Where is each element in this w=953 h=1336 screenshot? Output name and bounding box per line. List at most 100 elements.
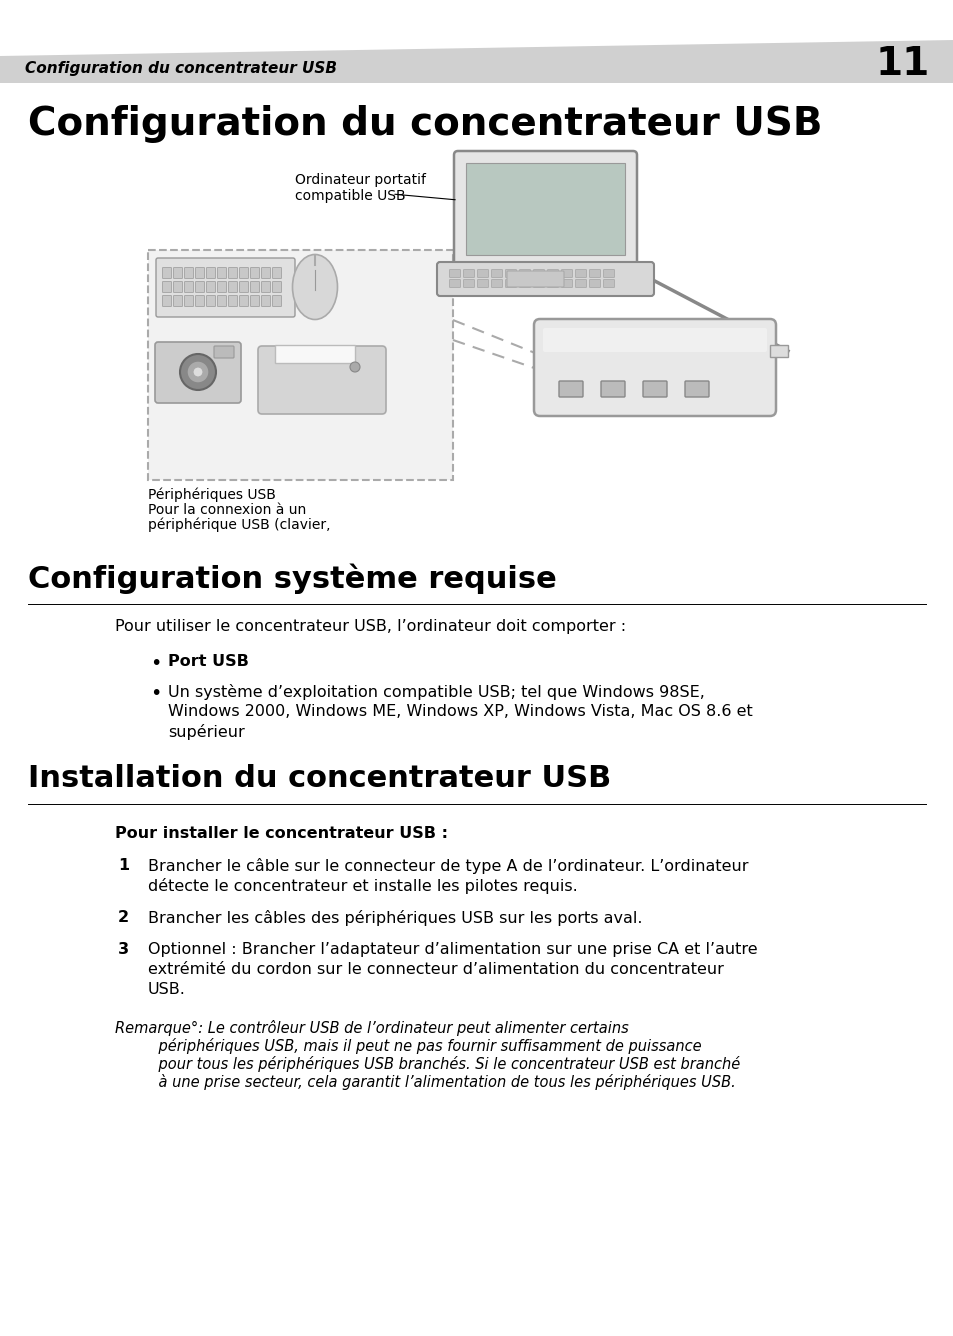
Text: Périphériques USB: Périphériques USB bbox=[148, 488, 275, 502]
Bar bbox=[769, 345, 787, 357]
FancyBboxPatch shape bbox=[575, 270, 586, 278]
FancyBboxPatch shape bbox=[463, 270, 474, 278]
FancyBboxPatch shape bbox=[261, 295, 271, 306]
Text: périphériques USB, mais il peut ne pas fournir suffisamment de puissance: périphériques USB, mais il peut ne pas f… bbox=[140, 1038, 700, 1054]
FancyBboxPatch shape bbox=[206, 295, 215, 306]
Text: détecte le concentrateur et installe les pilotes requis.: détecte le concentrateur et installe les… bbox=[148, 878, 578, 894]
FancyBboxPatch shape bbox=[533, 270, 544, 278]
FancyBboxPatch shape bbox=[436, 262, 654, 297]
FancyBboxPatch shape bbox=[251, 282, 259, 293]
FancyBboxPatch shape bbox=[251, 267, 259, 278]
FancyBboxPatch shape bbox=[173, 295, 182, 306]
FancyBboxPatch shape bbox=[217, 295, 226, 306]
FancyBboxPatch shape bbox=[547, 270, 558, 278]
FancyBboxPatch shape bbox=[454, 151, 637, 269]
FancyBboxPatch shape bbox=[213, 346, 233, 358]
FancyBboxPatch shape bbox=[251, 295, 259, 306]
FancyBboxPatch shape bbox=[239, 267, 248, 278]
Text: •: • bbox=[150, 655, 161, 673]
Text: USB.: USB. bbox=[148, 982, 186, 997]
FancyBboxPatch shape bbox=[217, 267, 226, 278]
FancyBboxPatch shape bbox=[575, 279, 586, 287]
FancyBboxPatch shape bbox=[477, 270, 488, 278]
FancyBboxPatch shape bbox=[273, 282, 281, 293]
FancyBboxPatch shape bbox=[589, 270, 599, 278]
Text: pour tous les périphériques USB branchés. Si le concentrateur USB est branché: pour tous les périphériques USB branchés… bbox=[140, 1055, 740, 1071]
Bar bbox=[148, 250, 453, 480]
FancyBboxPatch shape bbox=[229, 282, 237, 293]
Bar bbox=[465, 163, 624, 255]
FancyBboxPatch shape bbox=[561, 270, 572, 278]
Text: Brancher le câble sur le connecteur de type A de l’ordinateur. L’ordinateur: Brancher le câble sur le connecteur de t… bbox=[148, 858, 748, 874]
Text: supérieur: supérieur bbox=[168, 724, 245, 740]
FancyBboxPatch shape bbox=[505, 279, 516, 287]
FancyBboxPatch shape bbox=[547, 279, 558, 287]
FancyBboxPatch shape bbox=[519, 279, 530, 287]
Circle shape bbox=[193, 367, 203, 377]
FancyBboxPatch shape bbox=[463, 279, 474, 287]
FancyBboxPatch shape bbox=[542, 329, 766, 351]
FancyBboxPatch shape bbox=[477, 279, 488, 287]
FancyBboxPatch shape bbox=[684, 381, 708, 397]
Text: extrémité du cordon sur le connecteur d’alimentation du concentrateur: extrémité du cordon sur le connecteur d’… bbox=[148, 962, 723, 977]
Text: périphérique USB (clavier,: périphérique USB (clavier, bbox=[148, 518, 330, 533]
Text: compatible USB: compatible USB bbox=[294, 188, 405, 203]
FancyBboxPatch shape bbox=[195, 267, 204, 278]
FancyBboxPatch shape bbox=[642, 381, 666, 397]
FancyBboxPatch shape bbox=[156, 258, 294, 317]
FancyBboxPatch shape bbox=[600, 381, 624, 397]
FancyBboxPatch shape bbox=[257, 346, 386, 414]
FancyBboxPatch shape bbox=[491, 270, 502, 278]
Text: Port USB: Port USB bbox=[168, 655, 249, 669]
Polygon shape bbox=[0, 40, 953, 83]
Text: •: • bbox=[150, 684, 161, 703]
Text: Windows 2000, Windows ME, Windows XP, Windows Vista, Mac OS 8.6 et: Windows 2000, Windows ME, Windows XP, Wi… bbox=[168, 704, 752, 719]
Circle shape bbox=[350, 362, 359, 371]
FancyBboxPatch shape bbox=[273, 267, 281, 278]
FancyBboxPatch shape bbox=[273, 295, 281, 306]
FancyBboxPatch shape bbox=[261, 267, 271, 278]
FancyBboxPatch shape bbox=[589, 279, 599, 287]
FancyBboxPatch shape bbox=[561, 279, 572, 287]
FancyBboxPatch shape bbox=[491, 279, 502, 287]
Text: Pour utiliser le concentrateur USB, l’ordinateur doit comporter :: Pour utiliser le concentrateur USB, l’or… bbox=[115, 619, 625, 635]
FancyBboxPatch shape bbox=[505, 270, 516, 278]
Bar bbox=[274, 345, 355, 363]
FancyBboxPatch shape bbox=[449, 279, 460, 287]
FancyBboxPatch shape bbox=[449, 270, 460, 278]
Text: Brancher les câbles des périphériques USB sur les ports aval.: Brancher les câbles des périphériques US… bbox=[148, 910, 641, 926]
FancyBboxPatch shape bbox=[229, 295, 237, 306]
FancyBboxPatch shape bbox=[239, 282, 248, 293]
FancyBboxPatch shape bbox=[162, 267, 172, 278]
Text: 2: 2 bbox=[118, 910, 129, 925]
Text: Pour la connexion à un: Pour la connexion à un bbox=[148, 502, 306, 517]
FancyBboxPatch shape bbox=[206, 267, 215, 278]
FancyBboxPatch shape bbox=[558, 381, 582, 397]
FancyBboxPatch shape bbox=[154, 342, 241, 403]
Text: Remarque°: Le contrôleur USB de l’ordinateur peut alimenter certains: Remarque°: Le contrôleur USB de l’ordina… bbox=[115, 1019, 628, 1035]
FancyBboxPatch shape bbox=[217, 282, 226, 293]
Circle shape bbox=[187, 361, 209, 383]
FancyBboxPatch shape bbox=[506, 271, 563, 287]
Text: Configuration du concentrateur USB: Configuration du concentrateur USB bbox=[28, 106, 821, 143]
Text: 3: 3 bbox=[118, 942, 129, 957]
FancyBboxPatch shape bbox=[533, 279, 544, 287]
Text: 11: 11 bbox=[875, 45, 929, 83]
Text: à une prise secteur, cela garantit l’alimentation de tous les périphériques USB.: à une prise secteur, cela garantit l’ali… bbox=[140, 1074, 735, 1090]
Circle shape bbox=[180, 354, 215, 390]
FancyBboxPatch shape bbox=[603, 279, 614, 287]
FancyBboxPatch shape bbox=[173, 282, 182, 293]
FancyBboxPatch shape bbox=[519, 270, 530, 278]
FancyBboxPatch shape bbox=[162, 282, 172, 293]
Text: Pour installer le concentrateur USB :: Pour installer le concentrateur USB : bbox=[115, 826, 448, 840]
Text: Ordinateur portatif: Ordinateur portatif bbox=[294, 172, 426, 187]
Text: 1: 1 bbox=[118, 858, 129, 872]
FancyBboxPatch shape bbox=[162, 295, 172, 306]
Ellipse shape bbox=[293, 254, 337, 319]
Text: Optionnel : Brancher l’adaptateur d’alimentation sur une prise CA et l’autre: Optionnel : Brancher l’adaptateur d’alim… bbox=[148, 942, 757, 957]
FancyBboxPatch shape bbox=[184, 267, 193, 278]
Text: Configuration système requise: Configuration système requise bbox=[28, 564, 557, 595]
FancyBboxPatch shape bbox=[206, 282, 215, 293]
FancyBboxPatch shape bbox=[239, 295, 248, 306]
FancyBboxPatch shape bbox=[229, 267, 237, 278]
